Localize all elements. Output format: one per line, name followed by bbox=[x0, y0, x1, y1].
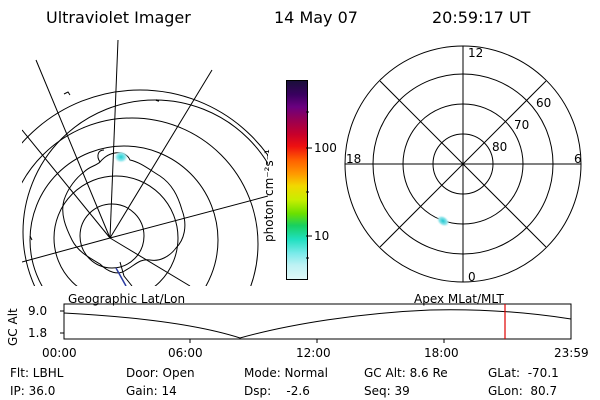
timeline-left-label: Geographic Lat/Lon bbox=[68, 292, 186, 306]
time-tick-2359: 23:59 bbox=[554, 346, 589, 360]
color-scale-bar bbox=[286, 80, 308, 280]
lat-circle bbox=[79, 203, 145, 269]
colorbar-tick-10: 10 bbox=[314, 229, 330, 243]
mlt-label-18: 18 bbox=[346, 152, 362, 166]
meridian bbox=[109, 40, 119, 239]
lat-label-70: 70 bbox=[514, 118, 530, 132]
status-mode: Mode: Normal bbox=[244, 366, 328, 380]
time-tick-1200: 12:00 bbox=[296, 346, 331, 360]
meridian bbox=[22, 237, 111, 263]
continent-outline bbox=[62, 152, 186, 274]
lat-circle bbox=[22, 89, 268, 157]
aurora-emission bbox=[114, 151, 128, 163]
lat-circle bbox=[29, 145, 219, 286]
time-tick-1800: 18:00 bbox=[424, 346, 459, 360]
altitude-curve bbox=[63, 309, 572, 339]
timeline-y-tick-high: 9.0 bbox=[28, 304, 48, 318]
mlt-diagonal bbox=[379, 80, 547, 248]
status-dsp: Dsp: -2.6 bbox=[244, 384, 310, 398]
meridian bbox=[109, 237, 191, 286]
status-ip: IP: 36.0 bbox=[10, 384, 56, 398]
instrument-title: Ultraviolet Imager bbox=[46, 8, 191, 27]
time-tick-0600: 06:00 bbox=[168, 346, 203, 360]
timeline-right-label: Apex MLat/MLT bbox=[414, 292, 504, 306]
meridian bbox=[35, 59, 111, 239]
status-gc-alt: GC Alt: 8.6 Re bbox=[364, 366, 448, 380]
mlt-label-0: 0 bbox=[468, 270, 476, 284]
lat-label-80: 80 bbox=[492, 140, 508, 154]
status-door: Door: Open bbox=[126, 366, 195, 380]
status-filter: Flt: LBHL bbox=[10, 366, 64, 380]
lat-circle bbox=[22, 117, 259, 286]
status-seq: Seq: 39 bbox=[364, 384, 410, 398]
meridian bbox=[22, 129, 111, 239]
status-glon: GLon: 80.7 bbox=[488, 384, 558, 398]
lat-circle bbox=[53, 175, 179, 286]
mlt-label-12: 12 bbox=[468, 46, 484, 60]
status-glat: GLat: -70.1 bbox=[488, 366, 559, 380]
terminator-line bbox=[115, 267, 127, 286]
lat-label-60: 60 bbox=[536, 96, 552, 110]
color-scale-gradient bbox=[287, 81, 307, 279]
polar-aurora-emission bbox=[436, 215, 450, 227]
earth-limb bbox=[22, 99, 268, 286]
mlt-label-6: 6 bbox=[574, 152, 582, 166]
time-tick-0000: 00:00 bbox=[42, 346, 77, 360]
observation-date: 14 May 07 bbox=[274, 8, 358, 27]
colorbar-tick-100: 100 bbox=[314, 141, 337, 155]
status-gain: Gain: 14 bbox=[126, 384, 177, 398]
meridian bbox=[109, 69, 213, 239]
meridian bbox=[109, 195, 268, 239]
timeline-y-tick-low: 1.8 bbox=[28, 326, 48, 340]
observation-time: 20:59:17 UT bbox=[432, 8, 531, 27]
